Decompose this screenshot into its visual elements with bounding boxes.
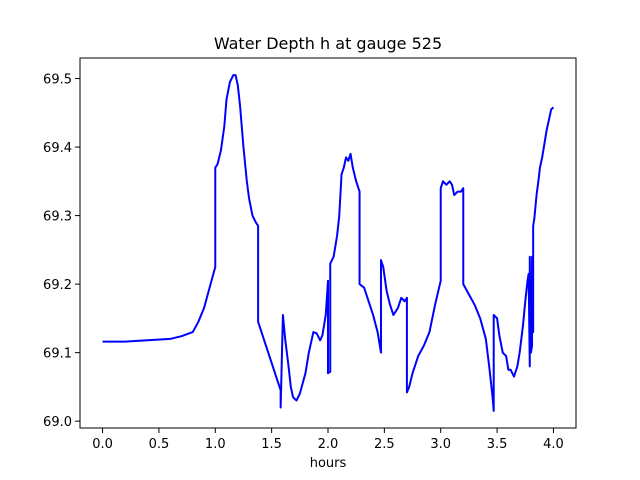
y-tick-label: 69.1 [43,347,72,362]
x-tick-label: 1.5 [261,437,282,452]
y-tick-label: 69.2 [43,278,72,293]
y-tick-label: 69.4 [43,141,72,156]
x-tick-label: 2.0 [318,437,339,452]
x-tick-label: 4.0 [543,437,564,452]
x-tick-label: 3.0 [430,437,451,452]
y-tick-label: 69.3 [43,210,72,225]
x-tick-label: 0.0 [92,437,113,452]
y-tick-label: 69.5 [43,73,72,88]
y-tick-label: 69.0 [43,415,72,430]
x-tick-label: 3.5 [487,437,508,452]
y-axis: 69.0 69.1 69.2 69.3 69.4 69.5 [43,73,80,430]
chart-title: Water Depth h at gauge 525 [214,34,442,53]
x-axis: 0.0 0.5 1.0 1.5 2.0 2.5 3.0 3.5 4.0 [92,428,564,452]
x-tick-label: 0.5 [149,437,170,452]
x-tick-label: 2.5 [374,437,395,452]
x-tick-label: 1.0 [205,437,226,452]
x-axis-label: hours [310,456,347,471]
series-line [102,74,555,412]
